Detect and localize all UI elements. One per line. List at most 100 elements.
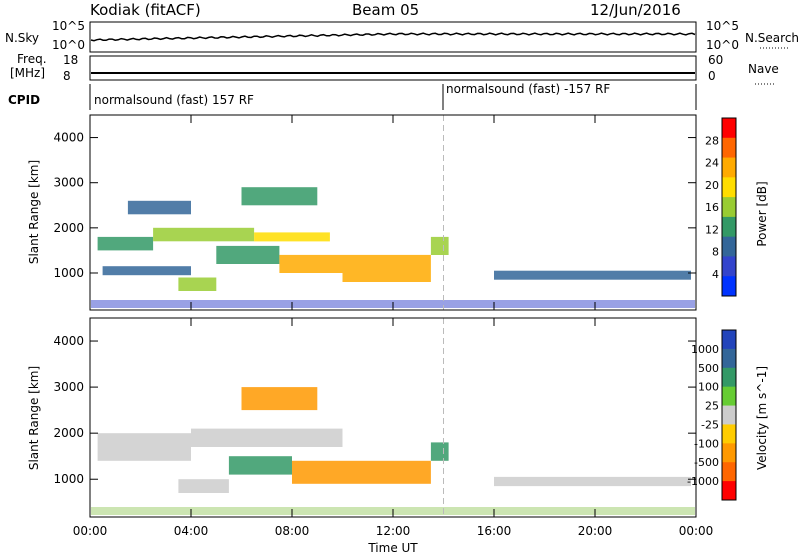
power-plot: 1000 2000 3000 4000 bbox=[53, 114, 697, 311]
ytick-label: 2000 bbox=[53, 221, 84, 235]
echo-region bbox=[430, 236, 449, 255]
xtick-label: 16:00 bbox=[477, 524, 512, 538]
colorbar-swatch bbox=[722, 157, 736, 178]
cpid-label: CPID bbox=[8, 93, 40, 107]
colorbar-tick-label: 12 bbox=[705, 223, 719, 236]
nsearch-tick-top: 10^5 bbox=[706, 19, 739, 33]
nave-tick-top: 60 bbox=[708, 53, 723, 67]
freq-tick-top: 18 bbox=[63, 53, 78, 67]
nave-tick-bottom: 0 bbox=[708, 69, 716, 83]
ytick-label: 3000 bbox=[53, 176, 84, 190]
echo-region bbox=[494, 270, 691, 280]
velocity-colorbar: 1000 500 100 25 -25 -100 -500 -1000 bbox=[687, 329, 737, 501]
echo-region bbox=[102, 266, 191, 276]
colorbar-tick-label: 100 bbox=[698, 381, 719, 394]
velocity-plot: 1000 2000 3000 4000 00:00 04:00 08:00 12:00 16:0… bbox=[53, 317, 714, 538]
echo-region bbox=[342, 254, 431, 282]
xtick-label: 00:00 bbox=[679, 524, 714, 538]
echo-region bbox=[191, 428, 343, 447]
date-title: 12/Jun/2016 bbox=[590, 1, 681, 19]
colorbar-tick-label: -25 bbox=[701, 418, 719, 431]
colorbar-tick-label: -500 bbox=[694, 456, 719, 469]
colorbar-swatch bbox=[722, 137, 736, 159]
ytick-label: 2000 bbox=[53, 426, 84, 440]
xtick-label: 12:00 bbox=[376, 524, 411, 538]
echo-region bbox=[292, 460, 431, 484]
colorbar-tick-label: 25 bbox=[705, 400, 719, 413]
echo-region bbox=[279, 254, 343, 273]
colorbar-tick-label: 500 bbox=[698, 362, 719, 375]
echo-region bbox=[430, 442, 449, 461]
colorbar-swatch bbox=[722, 386, 736, 407]
freq-panel bbox=[89, 55, 697, 81]
echo-region bbox=[178, 277, 217, 291]
freq-unit: [MHz] bbox=[10, 66, 45, 80]
cpid-segment-1: normalsound (fast) 157 RF bbox=[94, 93, 254, 107]
ytick-label: 1000 bbox=[53, 472, 84, 486]
echo-region bbox=[494, 476, 691, 487]
radar-title: Kodiak (fitACF) bbox=[90, 1, 201, 19]
colorbar-tick-label: 1000 bbox=[691, 343, 719, 356]
colorbar-tick-label: 4 bbox=[712, 268, 719, 281]
colorbar-swatch bbox=[722, 367, 736, 388]
colorbar-swatch bbox=[722, 330, 736, 350]
echo-region bbox=[97, 236, 154, 251]
ytick-label: 4000 bbox=[53, 334, 84, 348]
ytick-label: 3000 bbox=[53, 380, 84, 394]
echo-region bbox=[127, 200, 191, 215]
ytick-label: 1000 bbox=[53, 266, 84, 280]
echo-region bbox=[228, 456, 292, 475]
colorbar-tick-label: 8 bbox=[712, 246, 719, 259]
echo-region bbox=[97, 433, 191, 461]
colorbar-swatch bbox=[722, 177, 736, 198]
nsky-panel bbox=[89, 21, 697, 53]
power-ylabel: Slant Range [km] bbox=[27, 160, 41, 264]
nave-label: Nave bbox=[748, 62, 779, 76]
colorbar-tick-label: -100 bbox=[694, 437, 719, 450]
echo-region bbox=[241, 187, 318, 206]
freq-label: Freq. bbox=[17, 52, 47, 66]
xaxis-label: Time UT bbox=[367, 541, 418, 554]
xtick-label: 08:00 bbox=[275, 524, 310, 538]
colorbar-swatch bbox=[722, 405, 736, 425]
colorbar-tick-label: 28 bbox=[705, 134, 719, 147]
colorbar-swatch bbox=[722, 348, 736, 369]
cpid-segment-2: normalsound (fast) -157 RF bbox=[446, 82, 610, 96]
colorbar-tick-label: -1000 bbox=[687, 475, 719, 488]
nsky-trace bbox=[90, 32, 696, 42]
colorbar-swatch bbox=[722, 481, 736, 501]
colorbar-tick-label: 20 bbox=[705, 179, 719, 192]
colorbar-swatch bbox=[722, 197, 736, 218]
power-colorbar-label: Power [dB] bbox=[755, 181, 769, 246]
colorbar-tick-label: 16 bbox=[705, 201, 719, 214]
colorbar-swatch bbox=[722, 236, 736, 257]
colorbar-frame bbox=[721, 117, 737, 297]
colorbar-swatch bbox=[722, 443, 736, 463]
colorbar-swatch bbox=[722, 256, 736, 277]
echo-region bbox=[216, 245, 280, 264]
xtick-label: 20:00 bbox=[578, 524, 613, 538]
nsky-tick-bottom: 10^0 bbox=[52, 38, 85, 52]
colorbar-frame bbox=[721, 329, 737, 501]
beam-title: Beam 05 bbox=[352, 1, 419, 19]
xtick-label: 04:00 bbox=[174, 524, 209, 538]
freq-tick-bottom: 8 bbox=[63, 69, 71, 83]
echo-region bbox=[153, 227, 255, 242]
echo-region bbox=[241, 387, 318, 411]
xtick-label: 00:00 bbox=[73, 524, 108, 538]
colorbar-swatch bbox=[722, 216, 736, 238]
nsearch-tick-bottom: 10^0 bbox=[706, 38, 739, 52]
ytick-label: 4000 bbox=[53, 131, 84, 145]
velocity-colorbar-label: Velocity [m s^-1] bbox=[755, 366, 769, 470]
colorbar-swatch bbox=[722, 462, 736, 482]
nsky-label: N.Sky bbox=[5, 31, 39, 45]
nsearch-label: N.Search bbox=[745, 31, 799, 45]
colorbar-swatch bbox=[722, 118, 736, 139]
echo-region bbox=[178, 479, 229, 493]
colorbar-tick-label: 24 bbox=[705, 157, 719, 170]
power-colorbar: 28 24 20 16 12 8 4 bbox=[705, 117, 737, 297]
nsky-tick-top: 10^5 bbox=[52, 19, 85, 33]
colorbar-swatch bbox=[722, 424, 736, 444]
echo-region bbox=[254, 232, 330, 242]
